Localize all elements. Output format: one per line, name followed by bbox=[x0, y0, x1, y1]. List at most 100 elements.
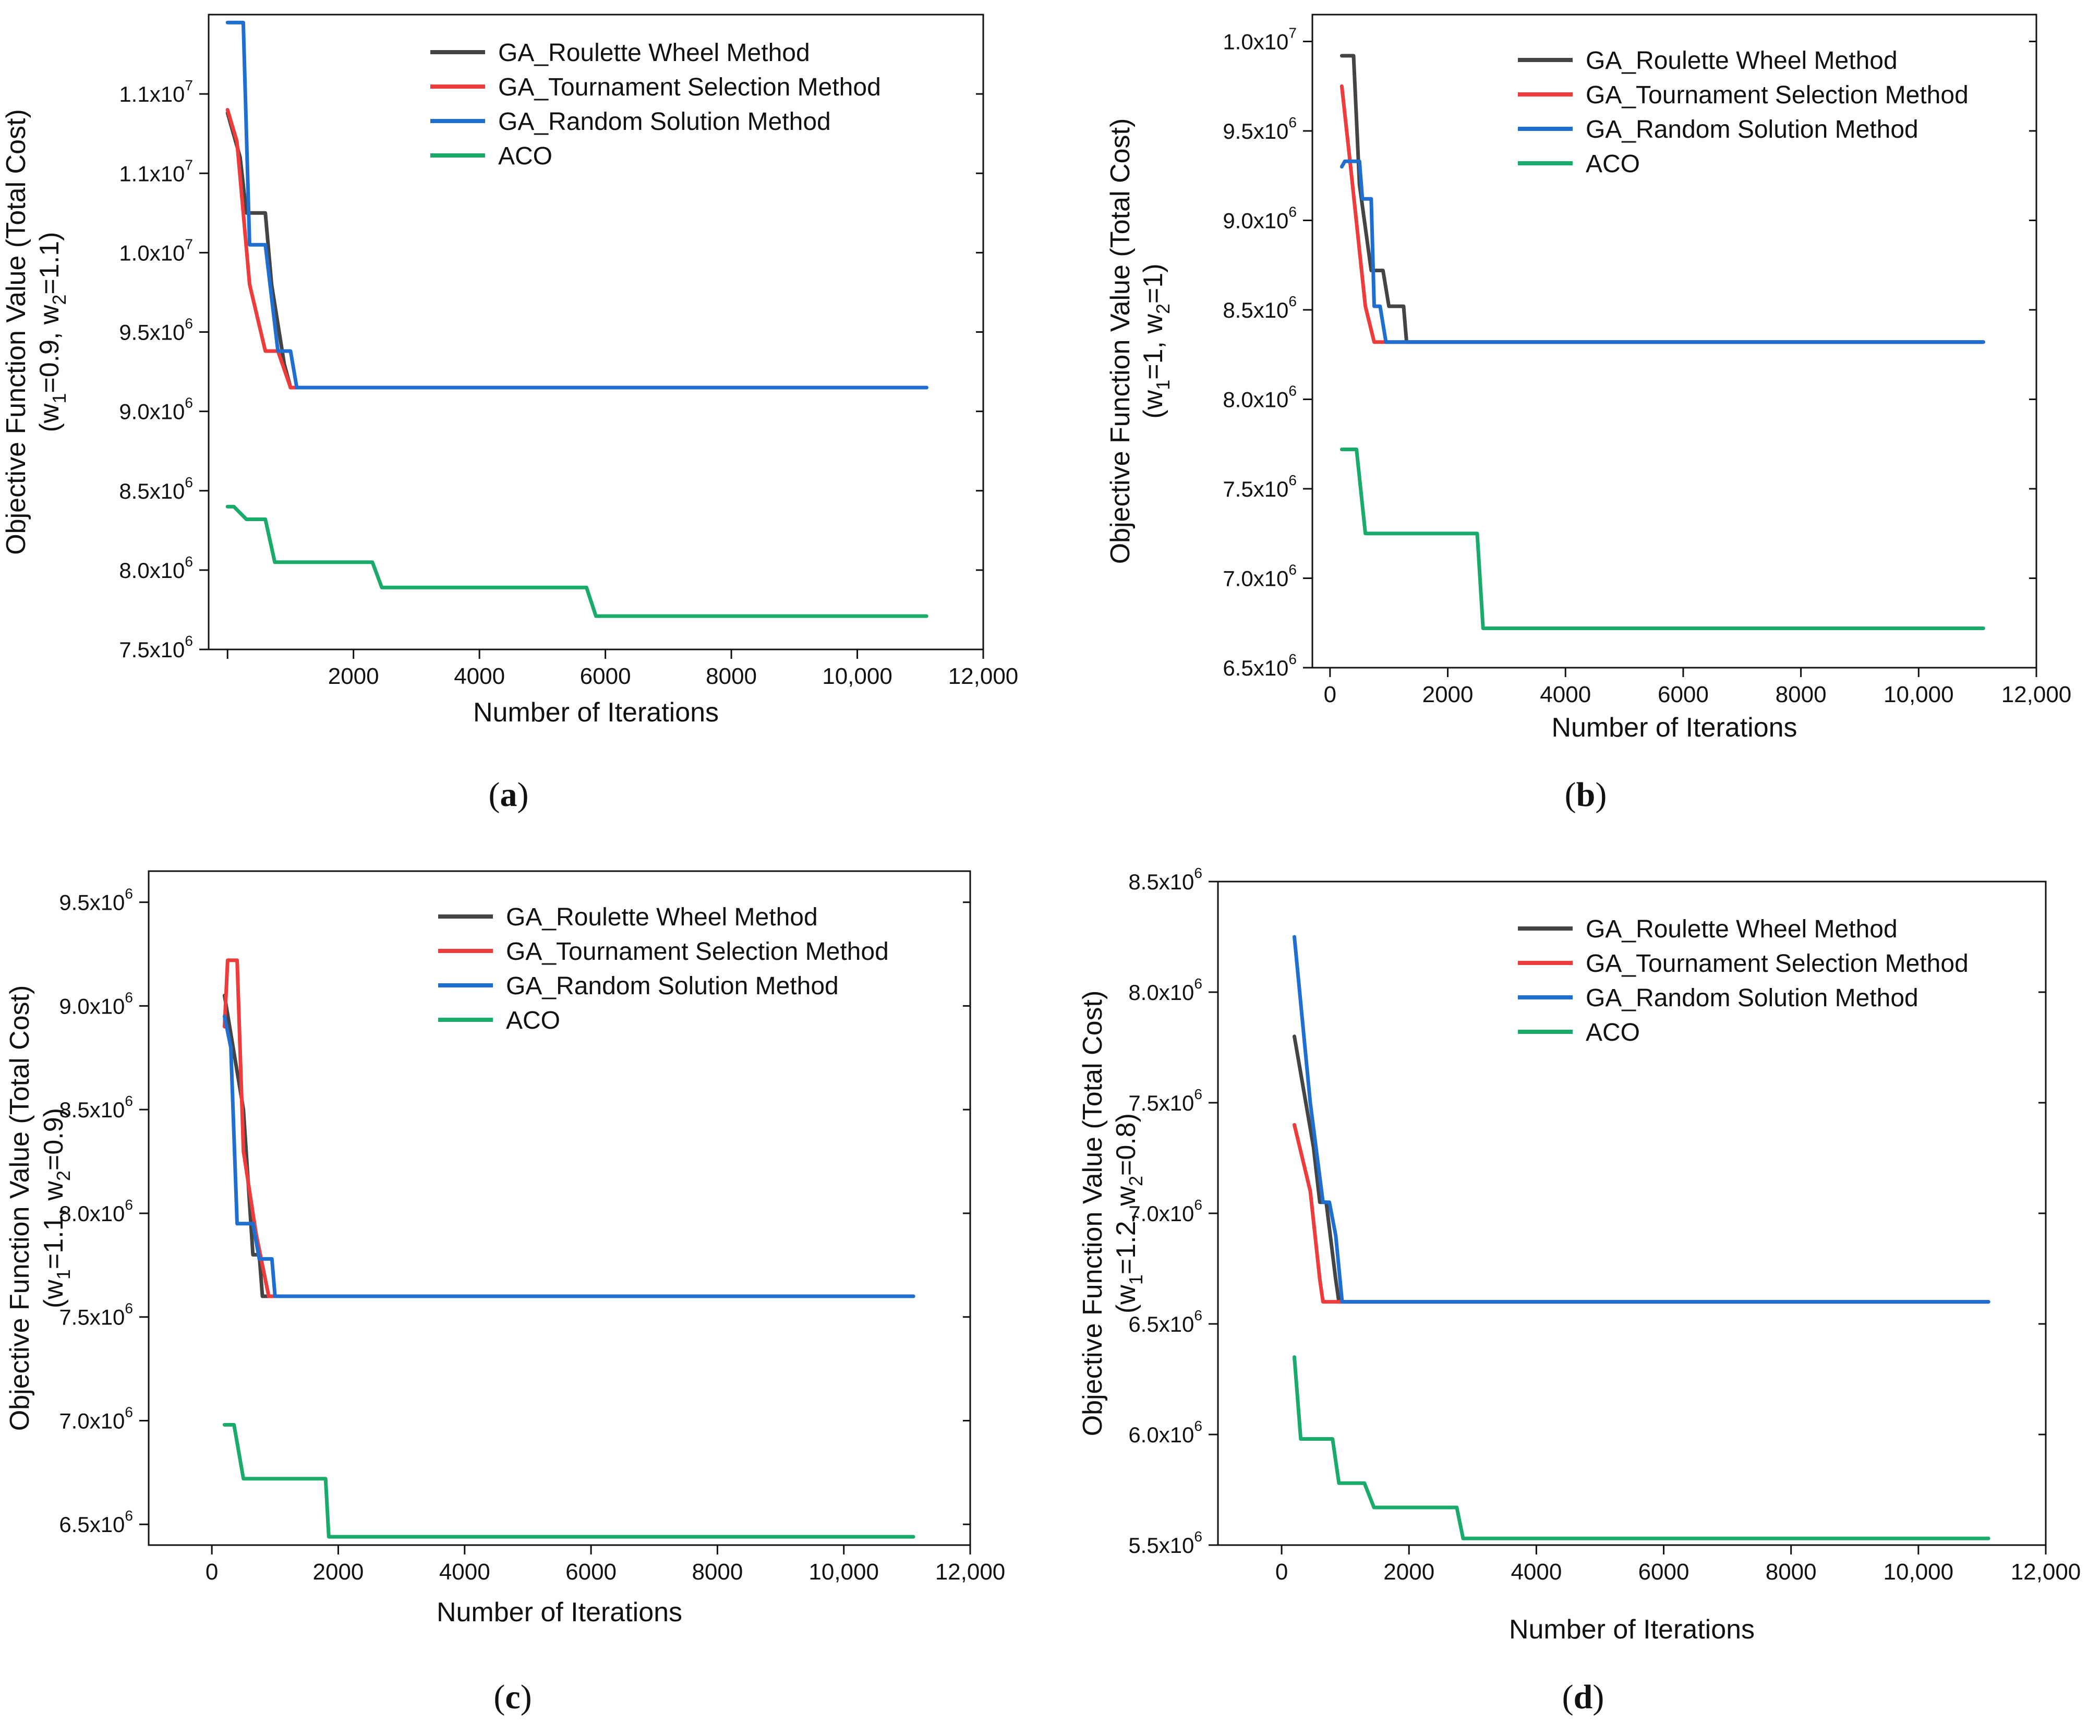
x-tick-label: 8000 bbox=[1766, 1559, 1817, 1585]
legend-label: GA_Roulette Wheel Method bbox=[1586, 915, 1898, 943]
y-axis-label: Objective Function Value (Total Cost) bbox=[1105, 118, 1136, 564]
x-tick-label: 0 bbox=[206, 1559, 218, 1585]
x-tick-label: 12,000 bbox=[2001, 682, 2072, 707]
x-tick-label: 10,000 bbox=[822, 664, 892, 689]
x-axis-label: Number of Iterations bbox=[1551, 713, 1797, 743]
legend-label: GA_Roulette Wheel Method bbox=[498, 39, 810, 67]
x-tick-label: 12,000 bbox=[935, 1559, 1006, 1585]
y-tick-label: 1.1x107 bbox=[119, 156, 193, 186]
legend-label: GA_Random Solution Method bbox=[506, 972, 839, 1000]
legend-label: GA_Random Solution Method bbox=[1586, 984, 1918, 1012]
series-line-2 bbox=[225, 108, 928, 390]
x-axis-label: Number of Iterations bbox=[1509, 1614, 1755, 1645]
y-tick-label: 1.0x107 bbox=[1223, 25, 1297, 54]
x-tick-label: 0 bbox=[1324, 682, 1336, 707]
panel-a: 2000 4000 6000 8000 10,000 12,000 7.5x106 8.0x1… bbox=[1, 14, 1019, 814]
legend-label: GA_Random Solution Method bbox=[498, 108, 831, 136]
panel-caption: (b) bbox=[1565, 776, 1607, 814]
x-tick-label: 2000 bbox=[1422, 682, 1474, 707]
x-tick-label: 8000 bbox=[706, 664, 757, 689]
x-tick-label: 6000 bbox=[565, 1559, 617, 1585]
legend-label: GA_Tournament Selection Method bbox=[506, 938, 889, 966]
x-tick-label: 10,000 bbox=[808, 1559, 879, 1585]
y-tick-label: 9.0x106 bbox=[119, 395, 193, 424]
y-tick-label: 6.0x106 bbox=[1128, 1418, 1202, 1447]
legend-label: GA_Roulette Wheel Method bbox=[506, 903, 818, 931]
x-tick-label: 4000 bbox=[439, 1559, 490, 1585]
y-tick-label: 8.5x106 bbox=[1223, 293, 1297, 322]
plot-frame bbox=[1311, 14, 2037, 669]
x-tick-label: 6000 bbox=[1638, 1559, 1689, 1585]
y-tick-label: 7.0x106 bbox=[1223, 561, 1297, 590]
y-tick-label: 1.1x107 bbox=[119, 77, 193, 106]
x-tick-label: 2000 bbox=[1383, 1559, 1434, 1585]
y-tick-label: 7.5x106 bbox=[1223, 472, 1297, 501]
x-tick-label: 8000 bbox=[1776, 682, 1827, 707]
y-axis-weights-label: (w1=1, w2=1) bbox=[1138, 263, 1174, 418]
y-tick-label: 7.0x106 bbox=[1128, 1197, 1202, 1226]
y-axis-label: Objective Function Value (Total Cost) bbox=[1, 109, 31, 555]
y-tick-label: 8.0x106 bbox=[119, 553, 193, 583]
y-tick-label: 7.5x106 bbox=[119, 633, 193, 662]
series-line-4 bbox=[225, 504, 928, 618]
legend-label: GA_Tournament Selection Method bbox=[1586, 81, 1969, 109]
series-line-4 bbox=[1293, 1355, 1990, 1540]
legend-label: GA_Tournament Selection Method bbox=[498, 74, 881, 101]
y-tick-label: 8.0x106 bbox=[1128, 975, 1202, 1005]
legend-label: GA_Tournament Selection Method bbox=[1586, 950, 1969, 978]
x-tick-label: 10,000 bbox=[1884, 682, 1954, 707]
series-line-3 bbox=[225, 20, 928, 390]
series-line-3 bbox=[222, 1014, 915, 1298]
y-tick-label: 6.5x106 bbox=[1128, 1307, 1202, 1336]
legend-label: GA_Roulette Wheel Method bbox=[1586, 47, 1898, 75]
x-tick-label: 12,000 bbox=[2011, 1559, 2081, 1585]
x-tick-label: 6000 bbox=[580, 664, 631, 689]
y-tick-label: 9.5x106 bbox=[59, 886, 133, 915]
y-tick-label: 8.5x106 bbox=[119, 474, 193, 503]
x-tick-label: 0 bbox=[1275, 1559, 1288, 1585]
legend-label: ACO bbox=[498, 142, 552, 170]
x-tick-label: 2000 bbox=[328, 664, 379, 689]
panel-b: 0 2000 4000 6000 8000 10,000 12,000 6.5x106 7.0x… bbox=[1105, 14, 2072, 814]
x-tick-label: 4000 bbox=[1511, 1559, 1562, 1585]
legend-label: ACO bbox=[506, 1007, 560, 1034]
x-tick-label: 4000 bbox=[1540, 682, 1591, 707]
y-tick-label: 7.5x106 bbox=[1128, 1086, 1202, 1115]
panel-caption: (d) bbox=[1562, 1678, 1604, 1716]
y-tick-label: 8.0x106 bbox=[1223, 382, 1297, 412]
plot-frame bbox=[148, 870, 971, 1546]
y-axis-weights-label: (w1=1.2, w2=0.8) bbox=[1111, 1113, 1146, 1313]
series-line-2 bbox=[222, 958, 915, 1298]
y-tick-label: 7.5x106 bbox=[59, 1300, 133, 1330]
y-tick-label: 9.0x106 bbox=[59, 989, 133, 1018]
y-tick-label: 9.5x106 bbox=[119, 316, 193, 345]
y-tick-label: 9.5x106 bbox=[1223, 114, 1297, 143]
y-tick-label: 8.5x106 bbox=[1128, 865, 1202, 894]
x-tick-label: 10,000 bbox=[1884, 1559, 1954, 1585]
x-tick-label: 8000 bbox=[692, 1559, 743, 1585]
y-tick-label: 9.0x106 bbox=[1223, 203, 1297, 233]
series-line-1 bbox=[1339, 54, 1985, 344]
panel-c: 0 2000 4000 6000 8000 10,000 12,000 6.5x106 7.0x… bbox=[5, 870, 1006, 1716]
panel-caption: (c) bbox=[493, 1678, 532, 1716]
series-line-4 bbox=[222, 1422, 915, 1539]
y-axis-weights-label: (w1=0.9, w2=1.1) bbox=[34, 232, 70, 432]
series-line-3 bbox=[1339, 159, 1985, 344]
series-line-4 bbox=[1339, 448, 1985, 630]
y-tick-label: 8.0x106 bbox=[59, 1197, 133, 1226]
y-axis-label: Objective Function Value (Total Cost) bbox=[5, 985, 35, 1431]
x-tick-label: 12,000 bbox=[948, 664, 1019, 689]
x-axis-label: Number of Iterations bbox=[473, 697, 719, 728]
y-tick-label: 5.5x106 bbox=[1128, 1528, 1202, 1558]
legend-label: ACO bbox=[1586, 1019, 1640, 1046]
y-tick-label: 1.0x107 bbox=[119, 236, 193, 265]
legend-label: ACO bbox=[1586, 150, 1640, 178]
x-tick-label: 4000 bbox=[454, 664, 505, 689]
legend-label: GA_Random Solution Method bbox=[1586, 116, 1918, 143]
y-tick-label: 8.5x106 bbox=[59, 1093, 133, 1122]
panel-caption: (a) bbox=[489, 776, 529, 814]
x-axis-label: Number of Iterations bbox=[437, 1597, 682, 1628]
y-axis-weights-label: (w1=1.1, w2=0.9) bbox=[39, 1108, 74, 1308]
x-tick-label: 6000 bbox=[1658, 682, 1709, 707]
